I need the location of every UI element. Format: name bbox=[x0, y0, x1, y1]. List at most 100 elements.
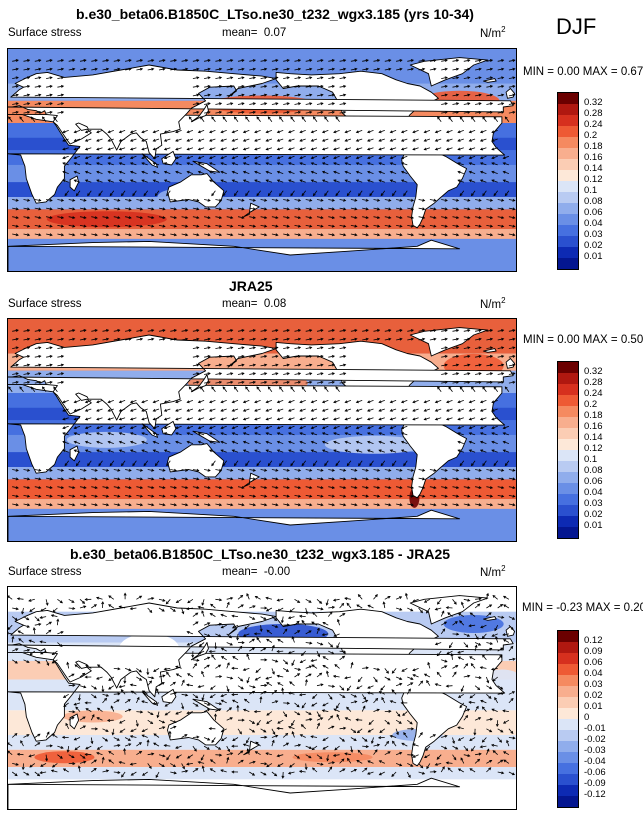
mean-label: mean= bbox=[222, 566, 258, 578]
colorbar-tick-label: 0.2 bbox=[584, 399, 598, 410]
min-label: MIN = bbox=[523, 334, 554, 346]
colorbar-swatch bbox=[558, 796, 578, 807]
landmass-antarctica bbox=[8, 509, 461, 541]
colorbar-tick-label: 0.03 bbox=[584, 679, 603, 690]
max-value: 0.50 bbox=[620, 334, 643, 346]
landmass-indonesia1 bbox=[141, 691, 159, 706]
landmass-australia bbox=[167, 711, 225, 746]
colorbar-tick-label: 0.06 bbox=[584, 657, 603, 668]
stress-band bbox=[8, 735, 516, 750]
colorbar-swatch bbox=[558, 258, 578, 269]
colorbar-swatch bbox=[558, 774, 578, 785]
colorbar-swatch bbox=[558, 137, 578, 148]
colorbar-tick-label: 0.06 bbox=[584, 476, 603, 487]
panel-3-units: N/m2 bbox=[480, 564, 506, 579]
panel-3-colorbar bbox=[557, 630, 579, 808]
landmass-nz bbox=[243, 202, 260, 218]
colorbar-swatch bbox=[558, 752, 578, 763]
landmass-indonesia2 bbox=[161, 688, 177, 704]
colorbar-tick-label: 0.32 bbox=[584, 366, 603, 377]
colorbar-swatch bbox=[558, 461, 578, 472]
colorbar-swatch bbox=[558, 439, 578, 450]
units-exp: 2 bbox=[501, 296, 506, 305]
panel-1-colorbar bbox=[557, 92, 579, 270]
colorbar-swatch bbox=[558, 730, 578, 741]
units-base: N/m bbox=[480, 27, 502, 40]
min-label: MIN = bbox=[522, 602, 553, 614]
panel-2-field-label: Surface stress bbox=[8, 298, 82, 310]
colorbar-swatch bbox=[558, 181, 578, 192]
panel-2-mean: mean= 0.08 bbox=[222, 298, 286, 310]
panel-2-colorbar bbox=[557, 361, 579, 539]
colorbar-tick-label: 0 bbox=[584, 712, 590, 723]
colorbar-swatch bbox=[558, 170, 578, 181]
colorbar-tick-label: 0.03 bbox=[584, 498, 603, 509]
landmass-antarctica bbox=[8, 239, 461, 271]
colorbar-swatch bbox=[558, 664, 578, 675]
colorbar-swatch bbox=[558, 406, 578, 417]
colorbar-swatch bbox=[558, 516, 578, 527]
colorbar-swatch bbox=[558, 505, 578, 516]
colorbar-swatch bbox=[558, 527, 578, 538]
colorbar-tick-label: 0.02 bbox=[584, 690, 603, 701]
panel-3-minmax: MIN = -0.23 MAX = 0.20 bbox=[522, 602, 643, 614]
panel-3-map bbox=[7, 586, 517, 810]
colorbar-swatch bbox=[558, 450, 578, 461]
colorbar-swatch bbox=[558, 148, 578, 159]
stress-region bbox=[324, 435, 425, 454]
colorbar-swatch bbox=[558, 631, 578, 642]
colorbar-tick-label: 0.18 bbox=[584, 410, 603, 421]
max-label: MAX = bbox=[582, 66, 618, 78]
colorbar-swatch bbox=[558, 115, 578, 126]
colorbar-tick-label: 0.32 bbox=[584, 97, 603, 108]
colorbar-swatch bbox=[558, 472, 578, 483]
colorbar-swatch bbox=[558, 428, 578, 439]
colorbar-tick-label: 0.24 bbox=[584, 119, 603, 130]
colorbar-tick-label: 0.04 bbox=[584, 487, 603, 498]
colorbar-swatch bbox=[558, 126, 578, 137]
colorbar-swatch bbox=[558, 494, 578, 505]
landmass-samerica bbox=[401, 415, 468, 499]
colorbar-swatch bbox=[558, 159, 578, 170]
landmass-antarctica bbox=[8, 777, 461, 809]
panel-2-map bbox=[7, 318, 517, 542]
panel-1-title: b.e30_beta06.B1850C_LTso.ne30_t232_wgx3.… bbox=[76, 6, 474, 22]
colorbar-tick-label: 0.03 bbox=[584, 229, 603, 240]
colorbar-swatch bbox=[558, 741, 578, 752]
colorbar-tick-label: 0.04 bbox=[584, 668, 603, 679]
landmass-samerica bbox=[401, 145, 468, 229]
colorbar-tick-label: 0.09 bbox=[584, 646, 603, 657]
colorbar-tick-label: 0.01 bbox=[584, 701, 603, 712]
colorbar-tick-label: -0.02 bbox=[584, 734, 606, 745]
colorbar-tick-label: 0.02 bbox=[584, 240, 603, 251]
colorbar-swatch bbox=[558, 653, 578, 664]
colorbar-swatch bbox=[558, 675, 578, 686]
units-exp: 2 bbox=[501, 564, 506, 573]
season-label: DJF bbox=[556, 14, 597, 39]
panel-1-map bbox=[7, 48, 517, 272]
colorbar-swatch bbox=[558, 247, 578, 258]
colorbar-tick-label: 0.14 bbox=[584, 432, 603, 443]
colorbar-tick-label: 0.08 bbox=[584, 196, 603, 207]
landmass-nz bbox=[243, 472, 260, 488]
units-exp: 2 bbox=[501, 25, 506, 34]
colorbar-swatch bbox=[558, 373, 578, 384]
colorbar-tick-label: 0.08 bbox=[584, 465, 603, 476]
colorbar-tick-label: 0.24 bbox=[584, 388, 603, 399]
landmass-uk bbox=[505, 88, 516, 99]
landmass-uk bbox=[505, 358, 516, 369]
panel-3-title: b.e30_beta06.B1850C_LTso.ne30_t232_wgx3.… bbox=[70, 546, 451, 562]
colorbar-tick-label: 0.16 bbox=[584, 152, 603, 163]
min-value: -0.23 bbox=[556, 602, 583, 614]
colorbar-tick-label: 0.06 bbox=[584, 207, 603, 218]
max-value: 0.67 bbox=[620, 66, 643, 78]
colorbar-tick-label: 0.1 bbox=[584, 185, 598, 196]
landmass-iceland bbox=[483, 616, 497, 621]
colorbar-tick-label: -0.06 bbox=[584, 767, 606, 778]
panel-1-minmax: MIN = 0.00 MAX = 0.67 bbox=[523, 66, 643, 78]
min-value: 0.00 bbox=[557, 66, 580, 78]
max-label: MAX = bbox=[585, 602, 621, 614]
landmass-indonesia2 bbox=[161, 150, 177, 166]
colorbar-swatch bbox=[558, 642, 578, 653]
stress-region bbox=[46, 211, 167, 228]
